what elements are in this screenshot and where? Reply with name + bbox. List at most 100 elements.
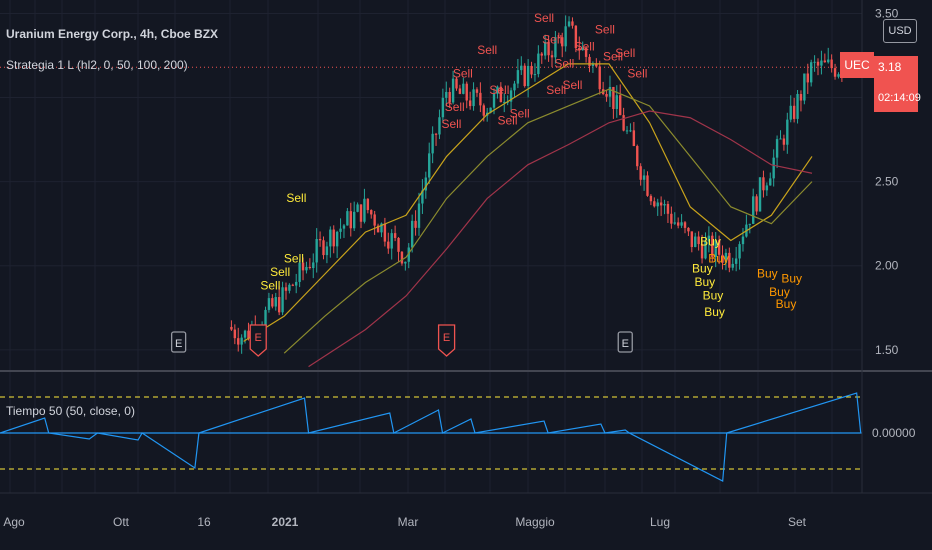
sell-signal: Sell — [441, 117, 461, 131]
candle-body — [700, 244, 704, 259]
candle-body — [676, 222, 680, 226]
time-tick-label: Mar — [398, 515, 419, 529]
candle-body — [717, 240, 721, 255]
candle-body — [291, 284, 295, 286]
candle-body — [595, 63, 598, 67]
candle-body — [475, 89, 479, 93]
candle-body — [813, 61, 816, 63]
candle-body — [370, 210, 373, 215]
event-marker — [617, 331, 633, 353]
candle-body — [567, 21, 571, 27]
candle-body — [554, 37, 557, 58]
oscillator-legend[interactable]: Tiempo 50 (50, close, 0) — [6, 404, 135, 418]
candle-body — [342, 225, 346, 229]
time-tick-label: 2021 — [272, 515, 299, 529]
candle-body — [366, 198, 370, 211]
last-price-box: 3.18 02:14:09 — [874, 56, 921, 112]
candle-body — [540, 53, 543, 56]
time-tick-label: 16 — [197, 515, 211, 529]
candle-body — [837, 74, 840, 77]
candle-body — [332, 229, 335, 247]
candle-body — [281, 287, 284, 313]
ma-200-line — [308, 110, 813, 368]
candle-body — [308, 266, 312, 269]
ticker-tag: UEC — [840, 52, 874, 78]
candle-body — [659, 202, 663, 206]
buy-signal: Buy — [708, 251, 729, 265]
candle-body — [271, 298, 274, 307]
sell-signal: Sell — [603, 50, 623, 64]
candle-body — [356, 204, 359, 212]
candle-body — [694, 236, 697, 247]
candle-body — [670, 213, 673, 224]
candle-body — [305, 266, 308, 271]
candle-body — [237, 338, 240, 345]
candle-body — [404, 261, 407, 264]
candle-body — [230, 326, 233, 330]
candle-body — [547, 41, 550, 56]
strategy-legend[interactable]: Strategia 1 L (hl2, 0, 50, 100, 200) — [6, 58, 188, 72]
sell-signal: Sell — [453, 66, 473, 80]
signal-labels: SellSellSellSellSellSellSellSellSellSell… — [260, 11, 802, 319]
candle-body — [465, 83, 468, 101]
price-tick-label: 3.50 — [875, 6, 899, 20]
sell-signal: Sell — [497, 113, 517, 127]
time-tick-label: Maggio — [515, 515, 555, 529]
symbol-legend[interactable]: Uranium Energy Corp., 4h, Cboe BZX — [6, 27, 218, 41]
candle-body — [697, 236, 700, 245]
candle-body — [741, 236, 745, 245]
candle-body — [636, 146, 639, 167]
oscillator-label: Tiempo 50 (50, close, 0) — [6, 404, 135, 418]
buy-signal: Buy — [769, 285, 790, 299]
candle-body — [298, 262, 301, 282]
candle-body — [789, 105, 792, 120]
candle-body — [233, 329, 237, 339]
candle-body — [363, 198, 366, 222]
candle-body — [707, 235, 711, 242]
candle-body — [479, 92, 482, 106]
sell-signal: Sell — [546, 83, 566, 97]
price-tick-label: 2.50 — [875, 175, 899, 189]
axes: 3.50 2.50 2.00 1.50 Ago Ott 16 2021 Mar Maggio Lug… — [0, 0, 932, 529]
time-tick-label: Set — [788, 515, 807, 529]
candle-body — [543, 41, 547, 56]
candle-body — [264, 309, 267, 327]
candle-body — [376, 225, 380, 233]
candle-body — [346, 211, 349, 226]
candle-body — [503, 101, 506, 103]
candle-body — [390, 233, 393, 249]
candle-body — [711, 235, 714, 257]
sell-signal: Sell — [615, 46, 635, 60]
price-tag: UEC 3.18 02:14:09 — [840, 52, 921, 114]
candle-body — [806, 73, 809, 83]
sell-signal: Sell — [534, 11, 554, 25]
candle-body — [387, 241, 390, 249]
candle-body — [827, 59, 830, 63]
ma-100-line — [283, 88, 813, 354]
sell-signal: Sell — [284, 251, 304, 265]
candle-body — [564, 26, 567, 47]
candle-body — [288, 284, 291, 291]
candle-body — [380, 223, 383, 233]
sell-signal: Sell — [562, 78, 582, 92]
ma-50-line — [243, 63, 813, 342]
candle-body — [397, 237, 400, 252]
candle-body — [752, 196, 755, 224]
candle-body — [622, 115, 625, 131]
candle-body — [322, 240, 325, 256]
currency-button[interactable]: USD — [883, 19, 917, 43]
candle-body — [499, 86, 503, 103]
candle-body — [421, 190, 424, 204]
price-tick-label: 2.00 — [875, 259, 899, 273]
sell-signal: Sell — [627, 66, 647, 80]
candle-body — [666, 203, 670, 214]
candle-body — [277, 297, 281, 313]
candle-body — [765, 185, 769, 191]
candle-body — [509, 90, 513, 102]
candle-body — [243, 330, 247, 338]
candle-body — [431, 133, 434, 154]
candle-body — [410, 220, 414, 248]
candle-body — [642, 175, 646, 180]
candle-body — [530, 65, 533, 75]
